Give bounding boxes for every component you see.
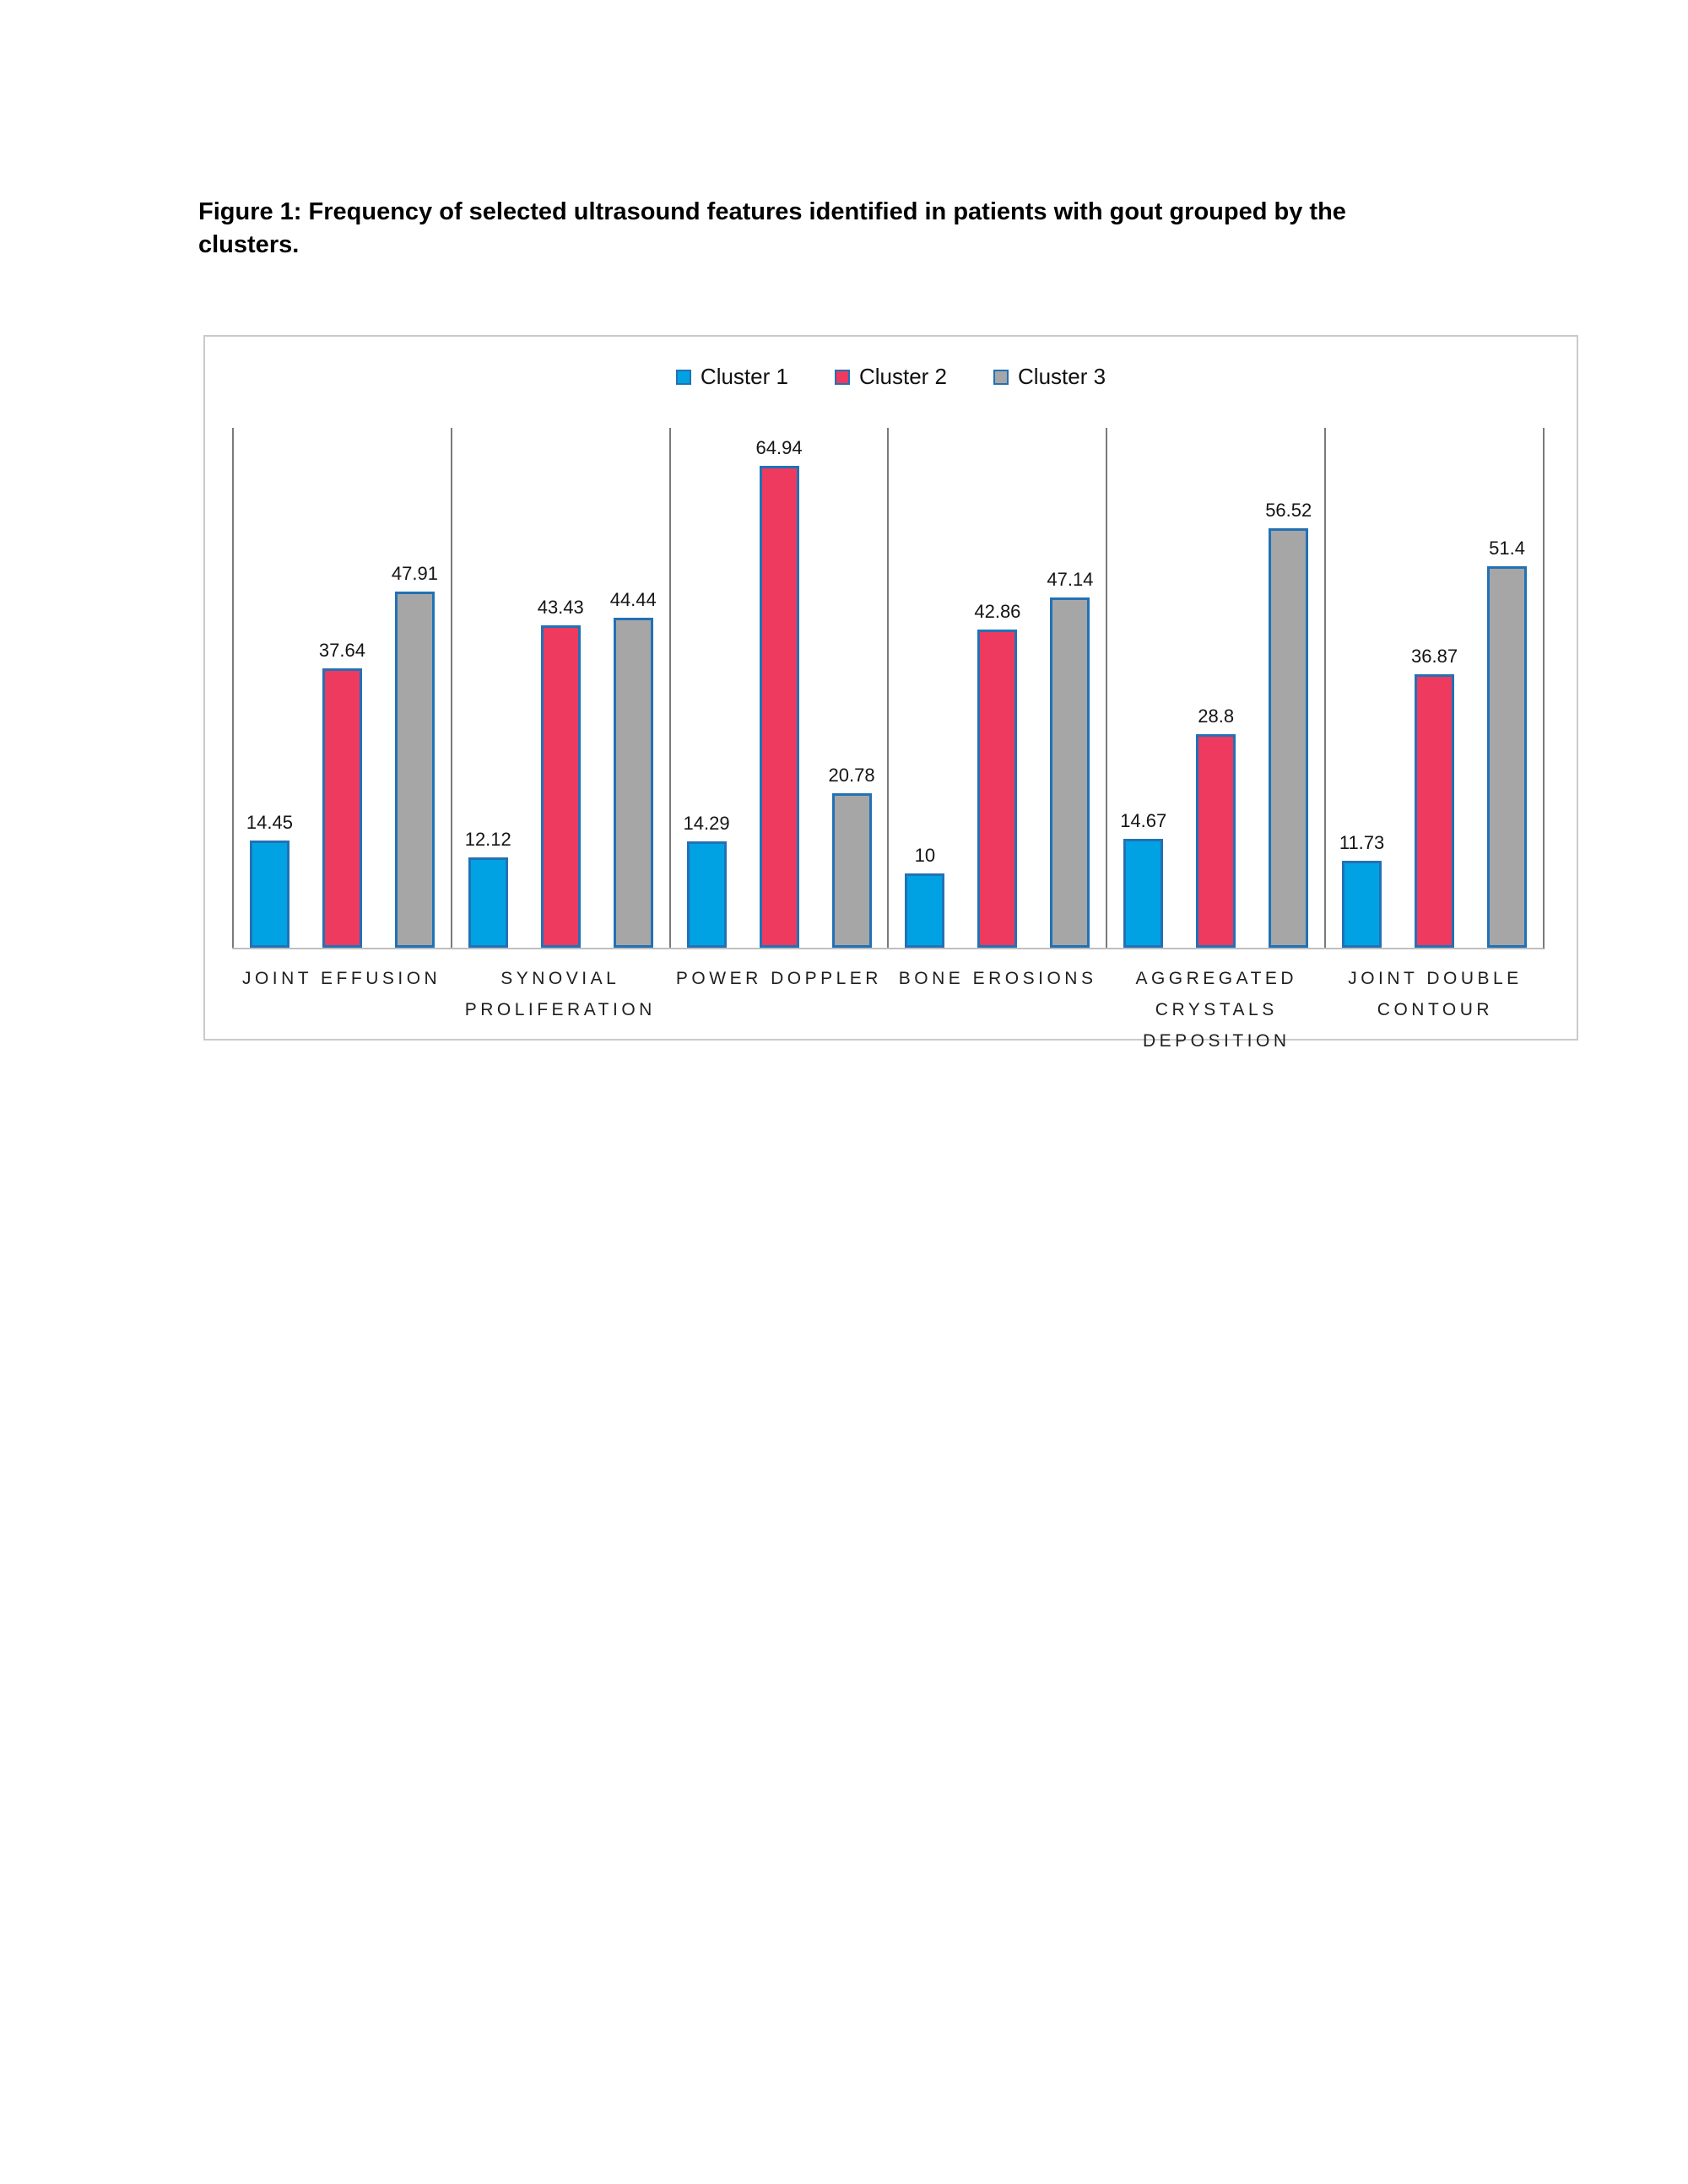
bar bbox=[249, 840, 289, 948]
legend-label: Cluster 3 bbox=[1018, 364, 1106, 389]
bar-wrap: 43.43 bbox=[537, 428, 584, 948]
bar bbox=[1415, 673, 1455, 948]
bar bbox=[394, 592, 435, 948]
legend-item: Cluster 1 bbox=[675, 364, 788, 390]
bar-wrap: 47.14 bbox=[1047, 428, 1094, 948]
bar-value-label: 51.4 bbox=[1489, 537, 1525, 559]
bar-wrap: 44.44 bbox=[610, 428, 657, 948]
category-group: 11.73 36.87 51.4 bbox=[1324, 428, 1543, 948]
x-axis-category-label: SYNOVIAL PROLIFERATION bbox=[464, 969, 656, 1019]
x-axis-category-label: JOINT DOUBLE CONTOUR bbox=[1348, 969, 1523, 1019]
bar bbox=[1487, 565, 1528, 948]
category-group: 14.29 64.94 20.78 bbox=[668, 428, 888, 948]
figure-caption: Figure 1: Frequency of selected ultrasou… bbox=[198, 198, 1346, 258]
legend-swatch-icon bbox=[993, 369, 1009, 385]
x-axis-category-label: BONE EROSIONS bbox=[898, 969, 1097, 988]
bar-wrap: 28.8 bbox=[1196, 428, 1236, 948]
x-axis-labels: JOINT EFFUSION SYNOVIAL PROLIFERATION POWE… bbox=[232, 949, 1545, 1057]
bar-value-label: 42.86 bbox=[974, 600, 1021, 622]
bar-value-label: 64.94 bbox=[755, 436, 803, 458]
legend-label: Cluster 2 bbox=[858, 364, 948, 389]
bar-value-label: 47.91 bbox=[391, 563, 438, 585]
legend-item: Cluster 2 bbox=[834, 364, 948, 390]
bar bbox=[613, 617, 653, 948]
bar-value-label: 56.52 bbox=[1265, 499, 1312, 521]
x-axis-category-label: POWER DOPPLER bbox=[675, 969, 882, 988]
bar bbox=[977, 629, 1018, 948]
bar-wrap: 12.12 bbox=[464, 428, 511, 948]
category-group: 10 42.86 47.14 bbox=[887, 428, 1106, 948]
bar bbox=[686, 841, 727, 948]
bar-value-label: 28.8 bbox=[1198, 705, 1235, 727]
chart-legend: Cluster 1 Cluster 2 Cluster 3 bbox=[205, 364, 1577, 390]
bar bbox=[468, 857, 508, 948]
bar bbox=[831, 793, 872, 948]
bar bbox=[905, 873, 945, 948]
bar bbox=[1269, 527, 1309, 948]
bar-wrap: 64.94 bbox=[756, 428, 803, 948]
plot-area: 14.45 37.64 47.91 12.12 43.43 44.44 14.29 64.94… bbox=[232, 428, 1545, 949]
category-group: 12.12 43.43 44.44 bbox=[450, 428, 669, 948]
bar-value-label: 10 bbox=[914, 845, 936, 866]
x-axis-category-label: JOINT EFFUSION bbox=[241, 969, 441, 988]
bar-wrap: 51.4 bbox=[1487, 428, 1528, 948]
bar-value-label: 12.12 bbox=[464, 829, 511, 851]
bar-value-label: 20.78 bbox=[828, 765, 875, 787]
bar-wrap: 56.52 bbox=[1265, 428, 1312, 948]
legend-label: Cluster 1 bbox=[700, 364, 788, 389]
chart-container: Cluster 1 Cluster 2 Cluster 3 14.45 37.64 47… bbox=[203, 335, 1578, 1051]
bar-wrap: 14.45 bbox=[246, 428, 293, 948]
bar-value-label: 14.67 bbox=[1120, 809, 1167, 831]
bar-wrap: 14.29 bbox=[683, 428, 730, 948]
bar bbox=[1050, 597, 1090, 948]
bar bbox=[1196, 733, 1236, 948]
bar-value-label: 37.64 bbox=[318, 639, 365, 661]
bar-wrap: 42.86 bbox=[974, 428, 1021, 948]
bar bbox=[1123, 838, 1164, 948]
bar bbox=[1342, 860, 1382, 948]
bar-value-label: 47.14 bbox=[1047, 569, 1094, 591]
bar-wrap: 37.64 bbox=[318, 428, 365, 948]
legend-item: Cluster 3 bbox=[993, 364, 1106, 390]
bar-wrap: 20.78 bbox=[828, 428, 875, 948]
bar-value-label: 44.44 bbox=[609, 588, 657, 610]
category-group: 14.67 28.8 56.52 bbox=[1106, 428, 1324, 948]
bar-wrap: 36.87 bbox=[1411, 428, 1458, 948]
bar-wrap: 14.67 bbox=[1120, 428, 1167, 948]
bar-wrap: 11.73 bbox=[1339, 428, 1385, 948]
category-group: 14.45 37.64 47.91 bbox=[232, 428, 451, 948]
bar bbox=[540, 624, 581, 948]
bar-value-label: 11.73 bbox=[1339, 831, 1385, 853]
x-axis-category-label: AGGREGATED CRYSTALS DEPOSITION bbox=[1135, 969, 1298, 1051]
bar bbox=[759, 465, 799, 948]
legend-swatch-icon bbox=[834, 369, 850, 385]
legend-swatch-icon bbox=[675, 369, 691, 385]
bar-value-label: 14.45 bbox=[246, 811, 293, 833]
bar bbox=[322, 668, 362, 948]
bar-value-label: 36.87 bbox=[1411, 645, 1458, 667]
bar-wrap: 10 bbox=[905, 428, 945, 948]
bar-wrap: 47.91 bbox=[391, 428, 438, 948]
bar-value-label: 43.43 bbox=[537, 596, 584, 618]
bar-value-label: 14.29 bbox=[683, 813, 730, 835]
